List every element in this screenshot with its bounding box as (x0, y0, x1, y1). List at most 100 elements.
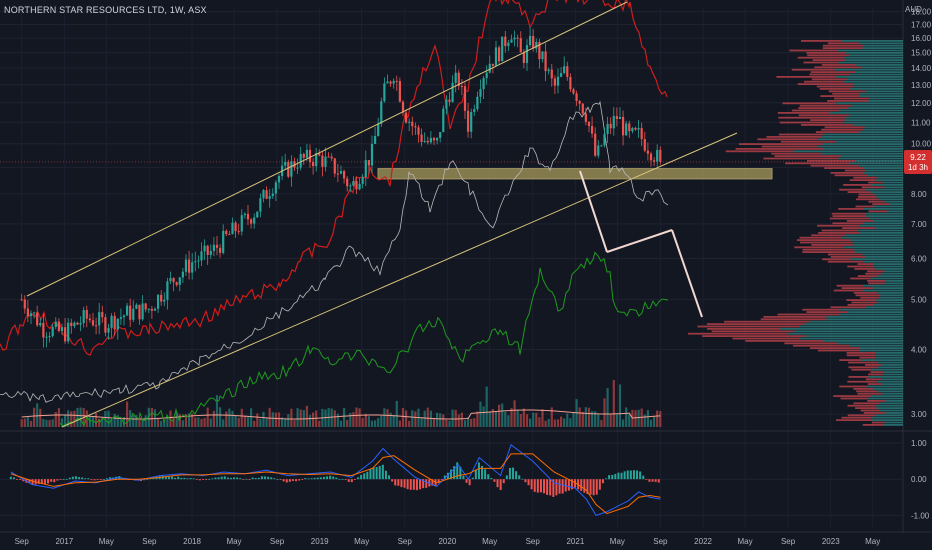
candle-body (39, 322, 42, 326)
profile-sell (802, 308, 839, 311)
macd-histogram-bar (177, 476, 180, 480)
profile-sell (839, 188, 866, 191)
volume-bar (225, 411, 228, 427)
candle-body (228, 234, 231, 236)
profile-buy (874, 220, 903, 222)
x-tick-label: 2017 (55, 537, 73, 546)
candle-body (160, 294, 163, 302)
macd-histogram-bar (508, 467, 511, 480)
profile-buy (838, 313, 903, 316)
candle-body (246, 213, 250, 220)
profile-sell (771, 152, 822, 155)
candle-body (79, 323, 82, 325)
macd-histogram-bar (211, 478, 214, 480)
volume-bar (163, 420, 166, 427)
profile-sell (839, 385, 867, 388)
macd-histogram-bar (239, 478, 242, 480)
macd-histogram-bar (164, 477, 167, 480)
macd-histogram-bar (605, 478, 608, 480)
candle-body (454, 72, 457, 83)
profile-buy (838, 61, 903, 64)
macd-histogram-bar (47, 479, 50, 484)
candle-body (327, 156, 330, 158)
volume-profile (687, 40, 903, 426)
macd-histogram-bar (332, 476, 335, 480)
profile-sell (827, 253, 863, 256)
profile-buy (865, 188, 903, 191)
forecast-drop-line (579, 170, 608, 253)
candle-body (256, 211, 259, 218)
macd-histogram-bar (477, 462, 480, 480)
candle-body (625, 123, 628, 136)
profile-buy (826, 318, 903, 321)
macd-histogram-bar (471, 477, 474, 480)
profile-sell (830, 172, 864, 174)
profile-sell (860, 296, 880, 299)
volume-bar (277, 412, 281, 427)
profile-sell (855, 407, 877, 409)
candle-body (240, 215, 243, 232)
chart-title: NORTHERN STAR RESOURCES LTD, 1W, ASX (4, 5, 207, 15)
macd-histogram-bar (524, 479, 527, 483)
profile-sell (687, 332, 787, 335)
lower-channel-line (61, 132, 738, 428)
volume-bar (578, 407, 581, 427)
profile-sell (702, 335, 807, 337)
volume-bar (79, 407, 82, 427)
profile-buy (865, 90, 903, 93)
candle-body (156, 294, 160, 309)
profile-buy (845, 52, 903, 54)
volume-bar (324, 409, 327, 427)
macd-histogram-bar (285, 479, 288, 483)
candle-body (463, 86, 467, 111)
volume-bar (401, 407, 405, 427)
volume-bar (259, 418, 262, 427)
profile-buy (863, 44, 903, 47)
volume-bar (476, 411, 479, 427)
drawings (26, 1, 738, 428)
profile-sell (818, 349, 859, 352)
macd-histogram-bar (403, 479, 406, 488)
macd-histogram-bar (37, 479, 40, 484)
macd-histogram-bar (645, 479, 648, 480)
profile-buy (866, 169, 903, 172)
profile-buy (882, 373, 903, 376)
profile-sell (830, 306, 866, 309)
volume-bar (246, 416, 250, 427)
candle-body (57, 321, 60, 331)
volume-bar (454, 409, 457, 427)
x-tick-label: Sep (653, 537, 668, 546)
macd-histogram-bar (366, 471, 369, 480)
profile-buy (792, 150, 903, 153)
candle-body (169, 278, 172, 282)
volume-bar (377, 418, 380, 427)
candle-body (63, 327, 67, 342)
volume-bar (48, 420, 51, 427)
profile-buy (863, 260, 903, 263)
profile-sell (830, 256, 865, 258)
candle-body (32, 312, 36, 314)
macd-histogram-bar (381, 464, 384, 480)
profile-buy (864, 222, 903, 225)
macd-histogram-bar (372, 467, 375, 480)
volume-bar (559, 416, 563, 427)
profile-buy (872, 388, 903, 390)
macd-histogram-bar (301, 479, 304, 480)
macd-histogram-bar (341, 478, 344, 480)
profile-sell (811, 78, 847, 81)
profile-buy (876, 299, 903, 301)
x-tick-label: Sep (781, 537, 796, 546)
candle-body (587, 121, 591, 126)
volume-bar (435, 412, 439, 427)
volume-bar (169, 410, 172, 427)
profile-sell (822, 258, 851, 261)
volume-bar (346, 419, 349, 427)
volume-bar (265, 418, 268, 427)
volume-bar (51, 419, 54, 427)
candle-body (426, 140, 429, 143)
macd-histogram-bar (267, 476, 270, 480)
profile-sell (862, 424, 885, 426)
macd-histogram-bar (344, 479, 347, 480)
price-badge-countdown: 1d 3h (908, 163, 928, 172)
